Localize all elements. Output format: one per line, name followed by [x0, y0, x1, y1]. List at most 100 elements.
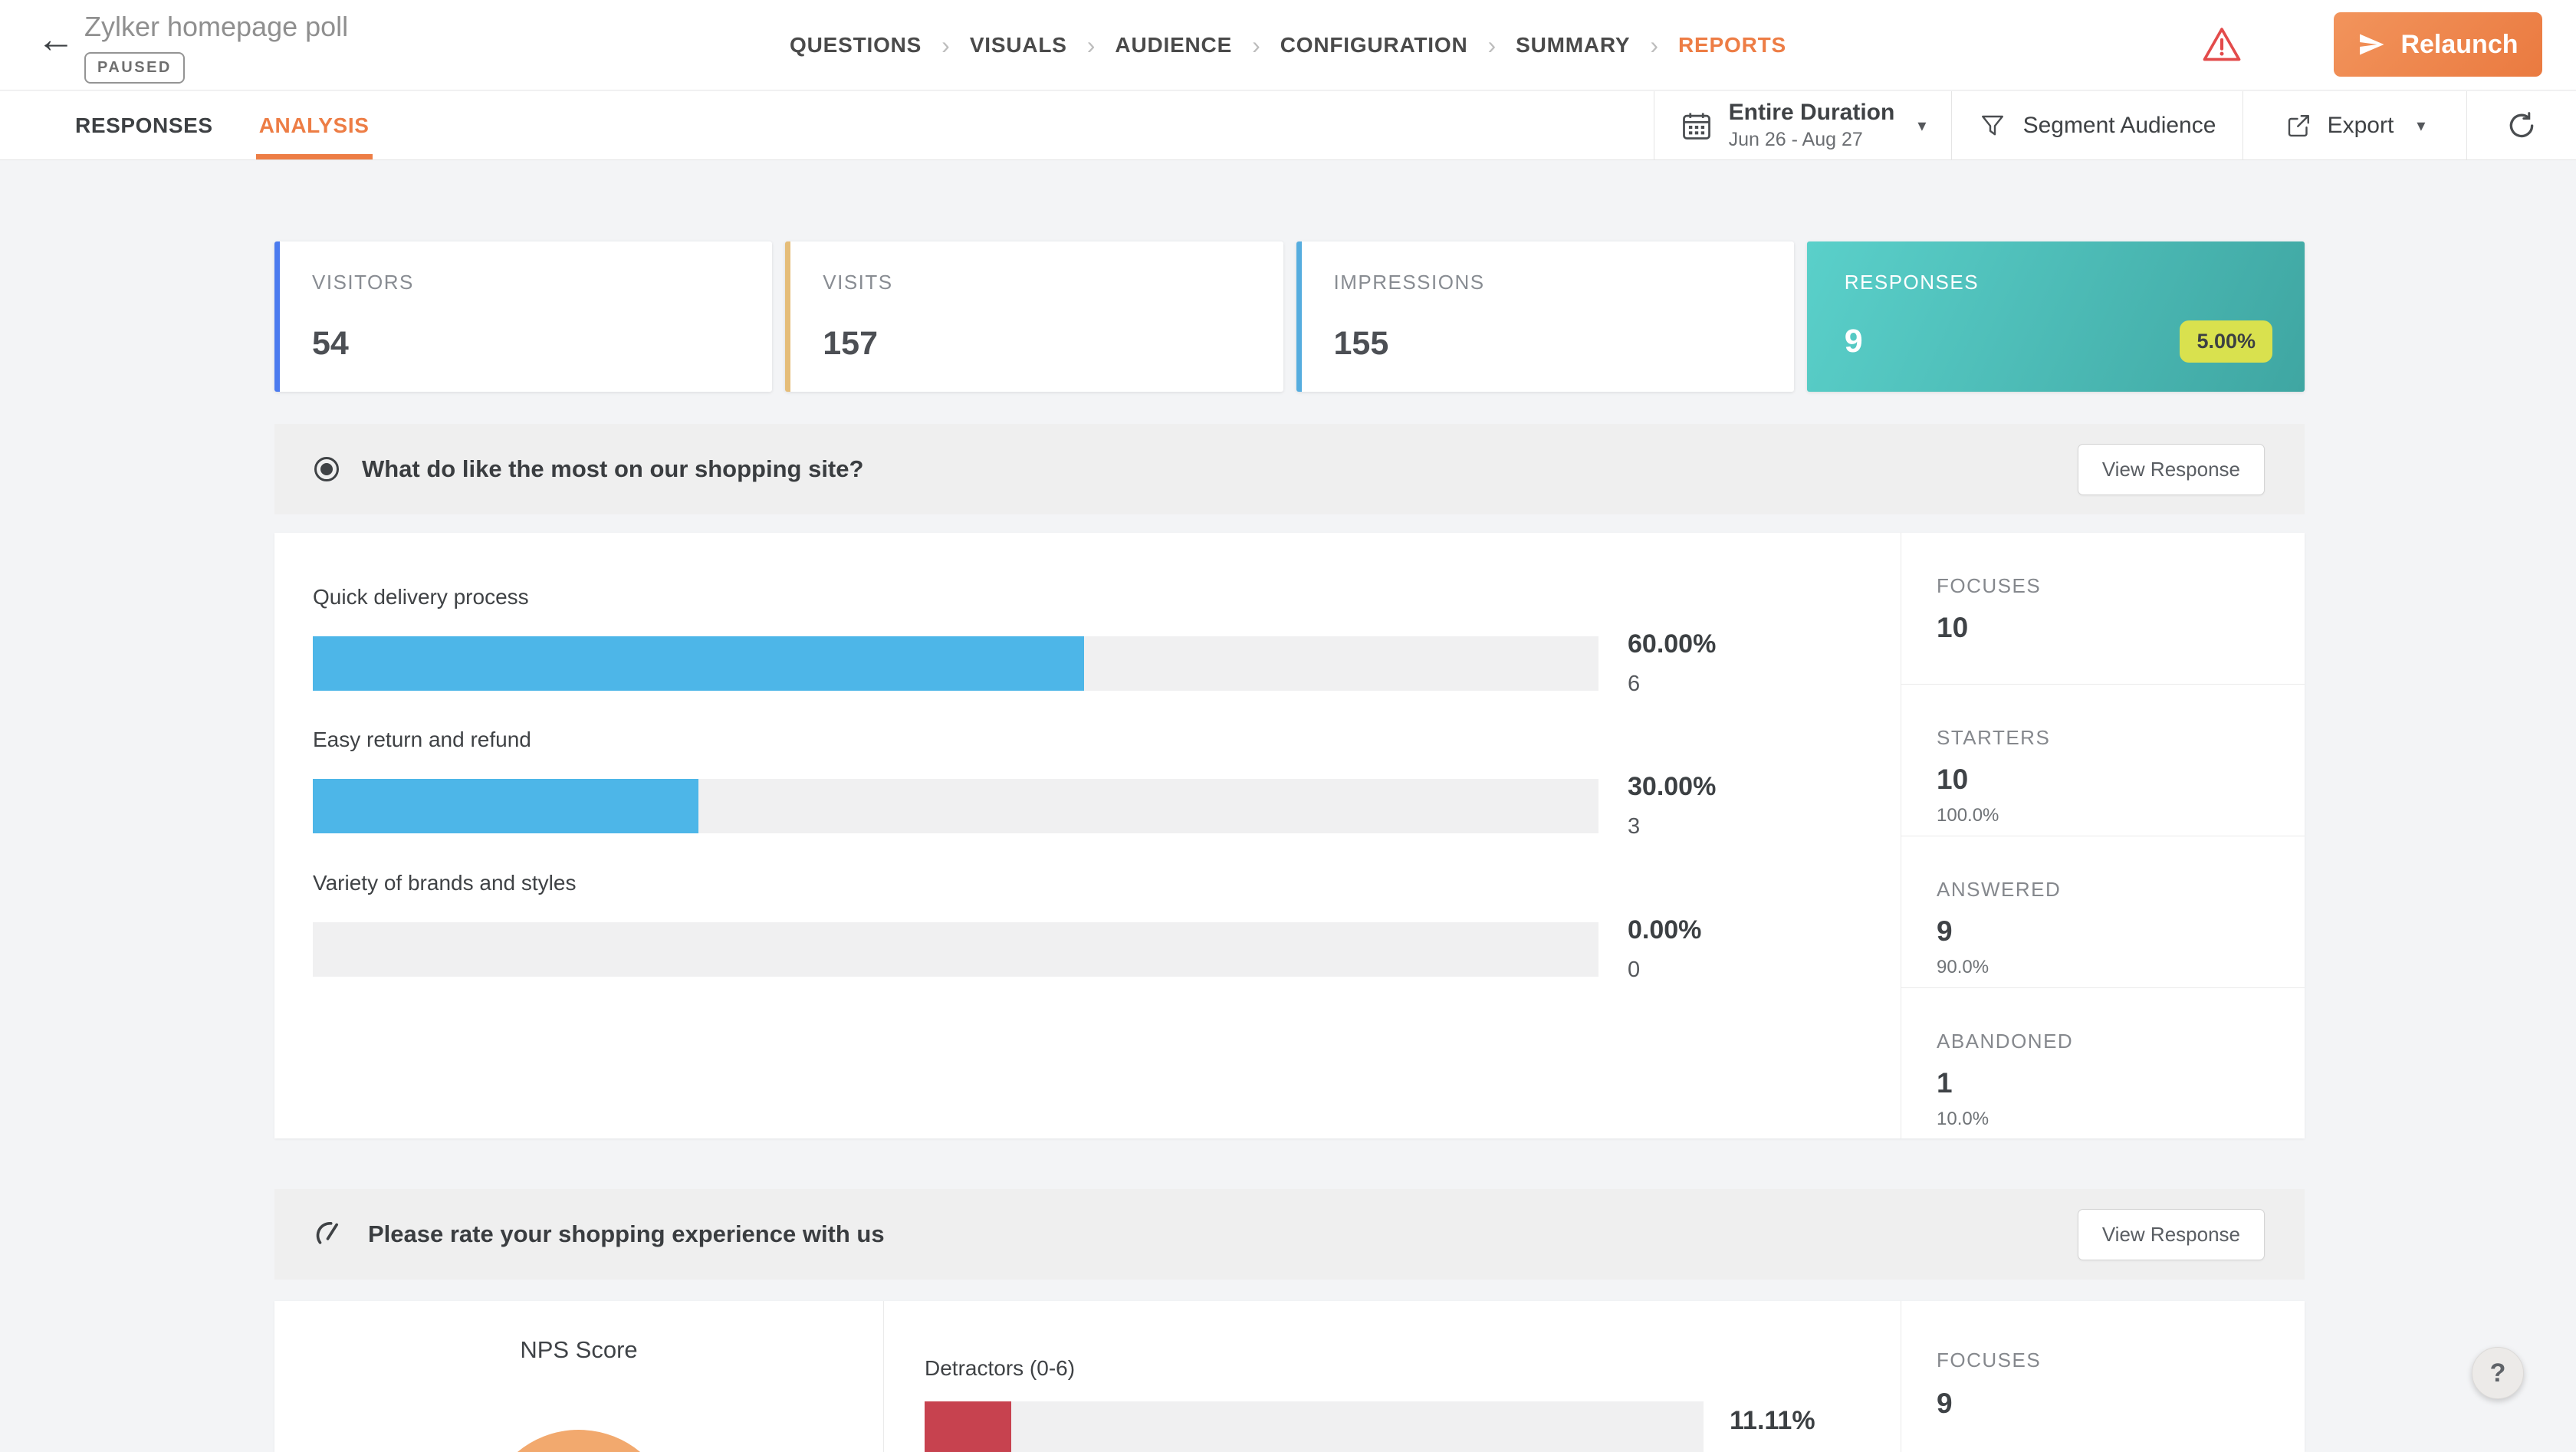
gauge-icon — [314, 1219, 345, 1250]
breadcrumb: QUESTIONS › VISUALS › AUDIENCE › CONFIGU… — [790, 0, 1786, 90]
breadcrumb-reports[interactable]: REPORTS — [1678, 33, 1786, 57]
bar-percent: 0.00% — [1628, 915, 1702, 944]
export-label: Export — [2327, 112, 2394, 138]
segment-audience-button[interactable]: Segment Audience — [1951, 91, 2242, 159]
breadcrumb-questions[interactable]: QUESTIONS — [790, 33, 922, 57]
nps-gauge — [483, 1430, 675, 1452]
question2-title: Please rate your shopping experience wit… — [368, 1220, 885, 1247]
visitors-card: VISITORS 54 — [274, 241, 773, 392]
refresh-icon — [2505, 110, 2538, 142]
relaunch-button[interactable]: Relaunch — [2334, 12, 2542, 77]
visits-card: VISITS 157 — [785, 241, 1283, 392]
chevron-right-icon: › — [941, 31, 950, 59]
question1-header: What do like the most on our shopping si… — [274, 424, 2305, 514]
breadcrumb-configuration[interactable]: CONFIGURATION — [1280, 33, 1468, 57]
bar-track — [313, 921, 1598, 977]
question2-view-response-button[interactable]: View Response — [2077, 1208, 2265, 1260]
impressions-label: IMPRESSIONS — [1333, 271, 1485, 294]
question1-view-response-button[interactable]: View Response — [2077, 443, 2265, 495]
question1-summary-panel: FOCUSES 10 STARTERS 10 100.0% ANSWERED 9… — [1901, 533, 2305, 1138]
report-toolbar: RESPONSES ANALYSIS Entire Duration — [0, 91, 2576, 160]
chevron-right-icon: › — [1086, 31, 1096, 59]
bar-percent: 30.00% — [1628, 772, 1717, 801]
question1-bar-chart: Quick delivery process 60.00% 6 Easy ret… — [274, 533, 1900, 1138]
bar-count: 6 — [1628, 672, 1641, 696]
bar-row: Easy return and refund 30.00% 3 — [313, 728, 1873, 839]
help-button[interactable]: ? — [2472, 1347, 2524, 1399]
export-button[interactable]: Export ▾ — [2242, 91, 2466, 159]
bar-label: Quick delivery process — [313, 585, 529, 609]
back-arrow-icon[interactable]: ← — [37, 18, 75, 61]
impressions-value: 155 — [1333, 325, 1389, 362]
bar-label: Variety of brands and styles — [313, 871, 577, 895]
chevron-right-icon: › — [1487, 31, 1497, 59]
bar-count: 3 — [1628, 814, 1641, 839]
bar-fill — [313, 636, 1085, 691]
bar-row: Variety of brands and styles 0.00% 0 — [313, 871, 1873, 983]
app-header: ← Zylker homepage poll PAUSED QUESTIONS … — [0, 0, 2576, 90]
bar-track — [925, 1401, 1704, 1452]
detractors-label: Detractors (0-6) — [925, 1356, 1076, 1380]
responses-label: RESPONSES — [1844, 271, 1980, 294]
starters-stat: STARTERS 10 100.0% — [1901, 685, 2305, 836]
overview-stats: VISITORS 54 VISITS 157 IMPRESSIONS 155 R… — [274, 241, 2305, 392]
question1-results-card: Quick delivery process 60.00% 6 Easy ret… — [274, 533, 2305, 1138]
responses-card: RESPONSES 9 5.00% — [1806, 241, 2305, 392]
visits-value: 157 — [823, 325, 878, 362]
radio-question-icon — [314, 457, 339, 481]
bar-row: Quick delivery process 60.00% 6 — [313, 585, 1873, 697]
bar-track — [313, 636, 1598, 691]
impressions-card: IMPRESSIONS 155 — [1296, 241, 1794, 392]
bar-track — [313, 778, 1598, 833]
warning-alert-icon[interactable] — [2202, 26, 2242, 63]
breadcrumb-visuals[interactable]: VISUALS — [969, 33, 1067, 57]
bar-percent: 11.11% — [1730, 1406, 1815, 1435]
visits-label: VISITS — [823, 271, 893, 294]
segment-audience-label: Segment Audience — [2022, 112, 2216, 138]
chevron-right-icon: › — [1252, 31, 1260, 59]
refresh-button[interactable] — [2466, 91, 2576, 159]
breadcrumb-audience[interactable]: AUDIENCE — [1115, 33, 1233, 57]
focuses-stat: FOCUSES 10 — [1901, 533, 2305, 685]
visitors-value: 54 — [312, 325, 349, 362]
calendar-icon — [1680, 109, 1714, 143]
tab-analysis[interactable]: ANALYSIS — [255, 91, 373, 159]
page-title: Zylker homepage poll — [84, 11, 349, 42]
status-badge: PAUSED — [84, 52, 185, 84]
date-range-selector[interactable]: Entire Duration Jun 26 - Aug 27 ▾ — [1654, 91, 1951, 159]
abandoned-stat: ABANDONED 1 10.0% — [1937, 1030, 2074, 1129]
bar-fill — [925, 1401, 1011, 1452]
toolbar-controls: Entire Duration Jun 26 - Aug 27 ▾ Segmen… — [1654, 91, 2576, 159]
question2-results-card: NPS Score Detractors (0-6) 11.11% 1 FOCU… — [274, 1301, 2305, 1452]
chevron-right-icon: › — [1650, 31, 1659, 59]
bar-percent: 60.00% — [1628, 629, 1717, 659]
duration-label: Entire Duration — [1728, 100, 1895, 125]
nps-score-panel: NPS Score — [274, 1301, 884, 1452]
detractors-chart: Detractors (0-6) 11.11% 1 — [885, 1301, 2172, 1452]
answered-stat: ANSWERED 9 90.0% — [1901, 836, 2305, 988]
chevron-down-icon: ▾ — [2417, 115, 2426, 135]
bar-count: 0 — [1628, 958, 1641, 982]
focuses-stat-value: 9 — [1937, 1388, 1953, 1419]
bar-fill — [313, 778, 699, 833]
breadcrumb-summary[interactable]: SUMMARY — [1516, 33, 1631, 57]
funnel-icon — [1979, 112, 2006, 140]
response-rate-badge: 5.00% — [2180, 320, 2272, 363]
focuses-stat-label: FOCUSES — [1937, 1349, 2042, 1372]
export-icon — [2285, 112, 2312, 140]
nps-score-title: NPS Score — [520, 1336, 638, 1363]
tab-responses[interactable]: RESPONSES — [75, 113, 213, 137]
bar-label: Easy return and refund — [313, 728, 531, 751]
bar-count: 1 — [1730, 1448, 1815, 1452]
question2-header: Please rate your shopping experience wit… — [274, 1189, 2305, 1280]
send-plane-icon — [2358, 31, 2385, 58]
relaunch-label: Relaunch — [2400, 29, 2518, 59]
report-tabs: RESPONSES ANALYSIS — [72, 91, 373, 159]
responses-value: 9 — [1844, 323, 1863, 360]
chevron-down-icon: ▾ — [1917, 115, 1927, 135]
question2-summary-panel: FOCUSES 9 — [1901, 1301, 2305, 1452]
question1-title: What do like the most on our shopping si… — [362, 455, 864, 482]
duration-range: Jun 26 - Aug 27 — [1728, 129, 1863, 150]
question-mark-icon: ? — [2489, 1358, 2506, 1388]
visitors-label: VISITORS — [312, 271, 414, 294]
